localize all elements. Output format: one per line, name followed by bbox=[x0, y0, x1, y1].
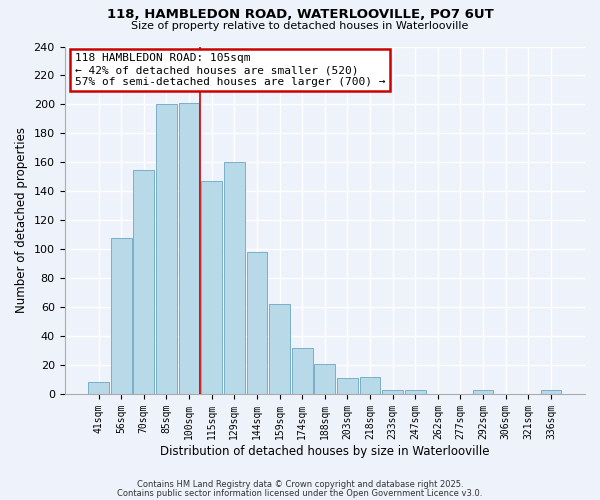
Bar bbox=[269, 304, 290, 394]
Bar bbox=[88, 382, 109, 394]
Y-axis label: Number of detached properties: Number of detached properties bbox=[15, 127, 28, 313]
Text: Size of property relative to detached houses in Waterlooville: Size of property relative to detached ho… bbox=[131, 21, 469, 31]
Text: Contains public sector information licensed under the Open Government Licence v3: Contains public sector information licen… bbox=[118, 488, 482, 498]
X-axis label: Distribution of detached houses by size in Waterlooville: Distribution of detached houses by size … bbox=[160, 444, 490, 458]
Bar bbox=[247, 252, 268, 394]
Bar bbox=[156, 104, 177, 394]
Bar bbox=[201, 181, 222, 394]
Bar bbox=[473, 390, 493, 394]
Bar bbox=[314, 364, 335, 394]
Bar bbox=[133, 170, 154, 394]
Bar bbox=[382, 390, 403, 394]
Bar bbox=[111, 238, 131, 394]
Text: 118 HAMBLEDON ROAD: 105sqm
← 42% of detached houses are smaller (520)
57% of sem: 118 HAMBLEDON ROAD: 105sqm ← 42% of deta… bbox=[75, 54, 385, 86]
Text: Contains HM Land Registry data © Crown copyright and database right 2025.: Contains HM Land Registry data © Crown c… bbox=[137, 480, 463, 489]
Bar bbox=[405, 390, 425, 394]
Bar bbox=[541, 390, 562, 394]
Text: 118, HAMBLEDON ROAD, WATERLOOVILLE, PO7 6UT: 118, HAMBLEDON ROAD, WATERLOOVILLE, PO7 … bbox=[107, 8, 493, 20]
Bar bbox=[179, 103, 199, 394]
Bar bbox=[337, 378, 358, 394]
Bar bbox=[359, 376, 380, 394]
Bar bbox=[224, 162, 245, 394]
Bar bbox=[292, 348, 313, 394]
